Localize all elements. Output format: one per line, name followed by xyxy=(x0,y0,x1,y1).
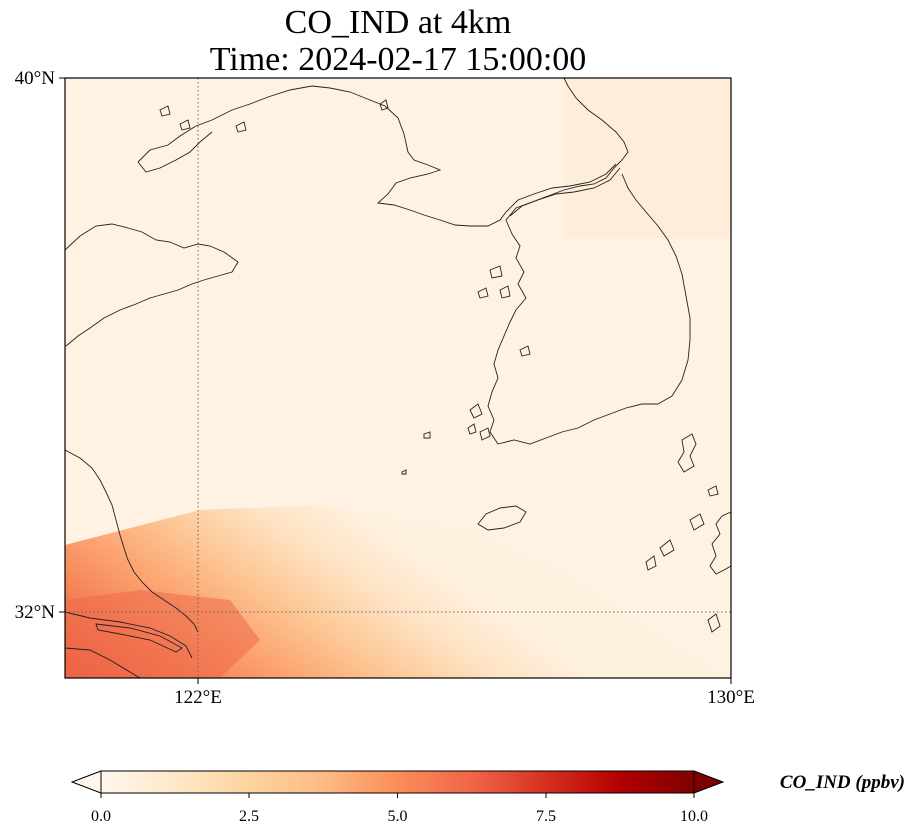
coastline-border-triple xyxy=(509,167,621,217)
field-north-east-tint xyxy=(565,78,731,238)
coastline-korea-south xyxy=(497,403,658,445)
colorbar-tick-label-4: 10.0 xyxy=(680,808,708,825)
coastline-korea-islands xyxy=(159,99,531,475)
lat-label-32n: 32°N xyxy=(15,602,56,623)
colorbar-ticks xyxy=(100,793,695,798)
coastline-korea-west xyxy=(487,233,527,445)
coastline-yangtze-south xyxy=(65,611,193,659)
colorbar-tick-label-1: 2.5 xyxy=(239,808,259,825)
coastline-jiangsu xyxy=(65,449,199,633)
colorbar-tick-label-2: 5.0 xyxy=(388,808,408,825)
coastline-shandong xyxy=(65,223,239,347)
colorbar: 0.0 2.5 5.0 7.5 10.0 CO_IND (ppbv) xyxy=(70,770,905,825)
coastline-chongming xyxy=(95,623,183,653)
coastlines xyxy=(65,78,731,678)
coastline-border-double xyxy=(505,163,617,213)
colorbar-tick-label-0: 0.0 xyxy=(91,808,111,825)
map-frame xyxy=(64,77,732,679)
gridlines xyxy=(65,78,731,678)
coastline-liaodong-west xyxy=(137,131,213,173)
coastline-hangzhou-bay xyxy=(65,647,141,678)
axis-ticks xyxy=(59,77,732,684)
lon-label-122e: 122°E xyxy=(174,687,222,708)
island-ulleung xyxy=(677,433,697,473)
colorbar-tick-label-3: 7.5 xyxy=(536,808,556,825)
colorbar-title: CO_IND (ppbv) xyxy=(780,772,905,793)
coastline-japan-kyushu xyxy=(709,511,731,575)
map-subtitle-time: Time: 2024-02-17 15:00:00 xyxy=(209,41,587,78)
colorbar-gradient xyxy=(101,771,694,793)
concentration-field xyxy=(65,78,731,678)
coastline-japan-islands xyxy=(645,485,721,633)
lon-label-130e: 130°E xyxy=(707,687,755,708)
colorbar-extend-min xyxy=(70,770,102,794)
field-plume-core xyxy=(65,590,260,678)
island-jeju xyxy=(477,505,527,531)
colorbar-extend-max xyxy=(693,770,725,794)
map-title: CO_IND at 4km xyxy=(284,4,512,41)
coastline-liaoning xyxy=(137,85,507,227)
coastline-korea-east xyxy=(621,173,691,405)
lat-label-40n: 40°N xyxy=(15,68,56,89)
